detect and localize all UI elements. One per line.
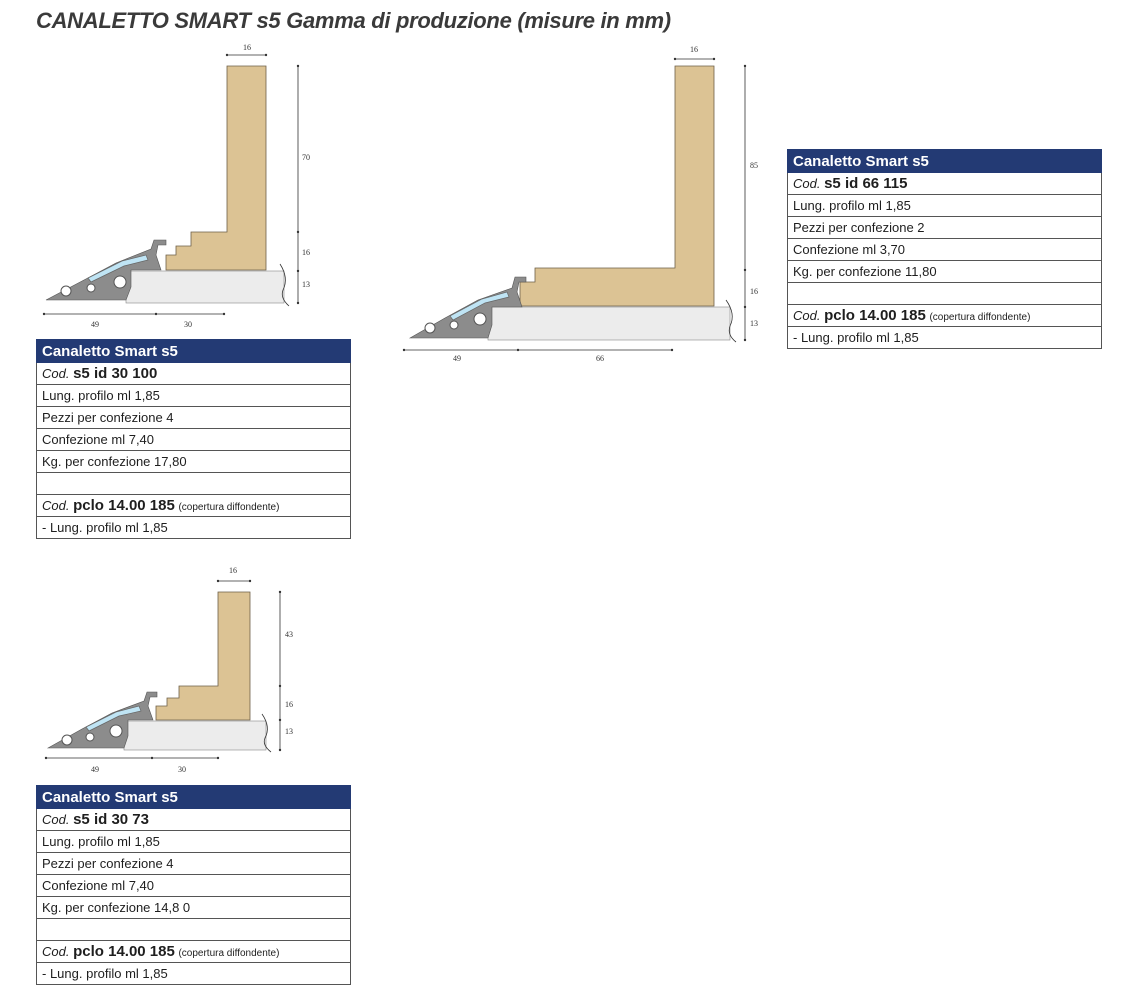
cover-length-row: - Lung. profilo ml 1,85 xyxy=(787,326,1102,349)
wood-block xyxy=(519,65,715,307)
base-block xyxy=(487,306,731,341)
dim-h2-label: 16 xyxy=(285,700,293,709)
dim-b1-label: 49 xyxy=(91,765,99,774)
table-row: Confezione ml 7,40 xyxy=(36,428,351,451)
product-code: s5 id 30 100 xyxy=(73,365,158,382)
table-row: Kg. per confezione 14,8 0 xyxy=(36,896,351,919)
table-row: Kg. per confezione 11,80 xyxy=(787,260,1102,283)
dim-b2-label: 30 xyxy=(178,765,186,774)
table-row: Lung. profilo ml 1,85 xyxy=(36,384,351,407)
empty-row xyxy=(36,918,351,941)
dim-top-label: 16 xyxy=(690,45,698,54)
table-row: Confezione ml 3,70 xyxy=(787,238,1102,261)
dim-h3-label: 13 xyxy=(302,280,310,289)
cover-prefix: Cod. xyxy=(42,498,70,513)
dim-b2-label: 66 xyxy=(596,354,604,363)
cover-length-row: - Lung. profilo ml 1,85 xyxy=(36,962,351,985)
code-row: Cod. s5 id 30 100 xyxy=(36,362,351,385)
dim-top-label: 16 xyxy=(243,43,251,52)
spec-table-1: Canaletto Smart s5 Cod. s5 id 30 100 Lun… xyxy=(36,339,351,539)
cover-length-row: - Lung. profilo ml 1,85 xyxy=(36,516,351,539)
cover-strip xyxy=(449,291,510,321)
cod-prefix: Cod. xyxy=(793,176,821,191)
wood-block xyxy=(165,65,267,271)
cover-code-row: Cod. pclo 14.00 185 (copertura diffonden… xyxy=(36,940,351,963)
cover-code: pclo 14.00 185 xyxy=(824,307,926,324)
spec-table-3: Canaletto Smart s5 Cod. s5 id 30 73 Lung… xyxy=(36,785,351,985)
table-header: Canaletto Smart s5 xyxy=(36,339,351,363)
cod-prefix: Cod. xyxy=(42,366,70,381)
profile-drawing-3: 16 43 16 13 49 30 xyxy=(44,566,293,774)
table-row: Lung. profilo ml 1,85 xyxy=(787,194,1102,217)
code-row: Cod. s5 id 30 73 xyxy=(36,808,351,831)
cover-strip xyxy=(85,705,142,732)
dim-h3-label: 13 xyxy=(285,727,293,736)
base-block xyxy=(125,270,285,304)
profile-drawing-1: 16 70 16 13 49 30 xyxy=(42,43,310,329)
table-row: Pezzi per confezione 4 xyxy=(36,406,351,429)
page-title: CANALETTO SMART s5 Gamma di produzione (… xyxy=(36,8,671,33)
cover-prefix: Cod. xyxy=(793,308,821,323)
spec-table-2: Canaletto Smart s5 Cod. s5 id 66 115 Lun… xyxy=(787,149,1102,349)
table-row: Pezzi per confezione 4 xyxy=(36,852,351,875)
cod-prefix: Cod. xyxy=(42,812,70,827)
dim-h1-label: 43 xyxy=(285,630,293,639)
product-code: s5 id 66 115 xyxy=(824,175,908,192)
dim-h3-label: 13 xyxy=(750,319,758,328)
cover-code: pclo 14.00 185 xyxy=(73,497,175,514)
empty-row xyxy=(787,282,1102,305)
code-row: Cod. s5 id 66 115 xyxy=(787,172,1102,195)
table-row: Pezzi per confezione 2 xyxy=(787,216,1102,239)
cover-code-row: Cod. pclo 14.00 185 (copertura diffonden… xyxy=(36,494,351,517)
dim-h2-label: 16 xyxy=(302,248,310,257)
cover-note: (copertura diffondente) xyxy=(178,502,280,513)
cover-note: (copertura diffondente) xyxy=(178,948,280,959)
cover-code: pclo 14.00 185 xyxy=(73,943,175,960)
table-header: Canaletto Smart s5 xyxy=(787,149,1102,173)
dim-top-label: 16 xyxy=(229,566,237,575)
empty-row xyxy=(36,472,351,495)
product-code: s5 id 30 73 xyxy=(73,811,149,828)
wood-block xyxy=(155,591,251,721)
dim-b2-label: 30 xyxy=(184,320,192,329)
cover-prefix: Cod. xyxy=(42,944,70,959)
cover-strip xyxy=(87,254,149,283)
table-row: Confezione ml 7,40 xyxy=(36,874,351,897)
profile-drawing-2: 16 85 16 13 49 66 xyxy=(402,45,758,363)
dim-h1-label: 70 xyxy=(302,153,310,162)
dim-h2-label: 16 xyxy=(750,287,758,296)
base-block xyxy=(123,720,267,751)
dim-b1-label: 49 xyxy=(91,320,99,329)
cover-note: (copertura diffondente) xyxy=(929,312,1031,323)
cover-code-row: Cod. pclo 14.00 185 (copertura diffonden… xyxy=(787,304,1102,327)
table-row: Kg. per confezione 17,80 xyxy=(36,450,351,473)
dim-h1-label: 85 xyxy=(750,161,758,170)
table-header: Canaletto Smart s5 xyxy=(36,785,351,809)
dim-b1-label: 49 xyxy=(453,354,461,363)
table-row: Lung. profilo ml 1,85 xyxy=(36,830,351,853)
